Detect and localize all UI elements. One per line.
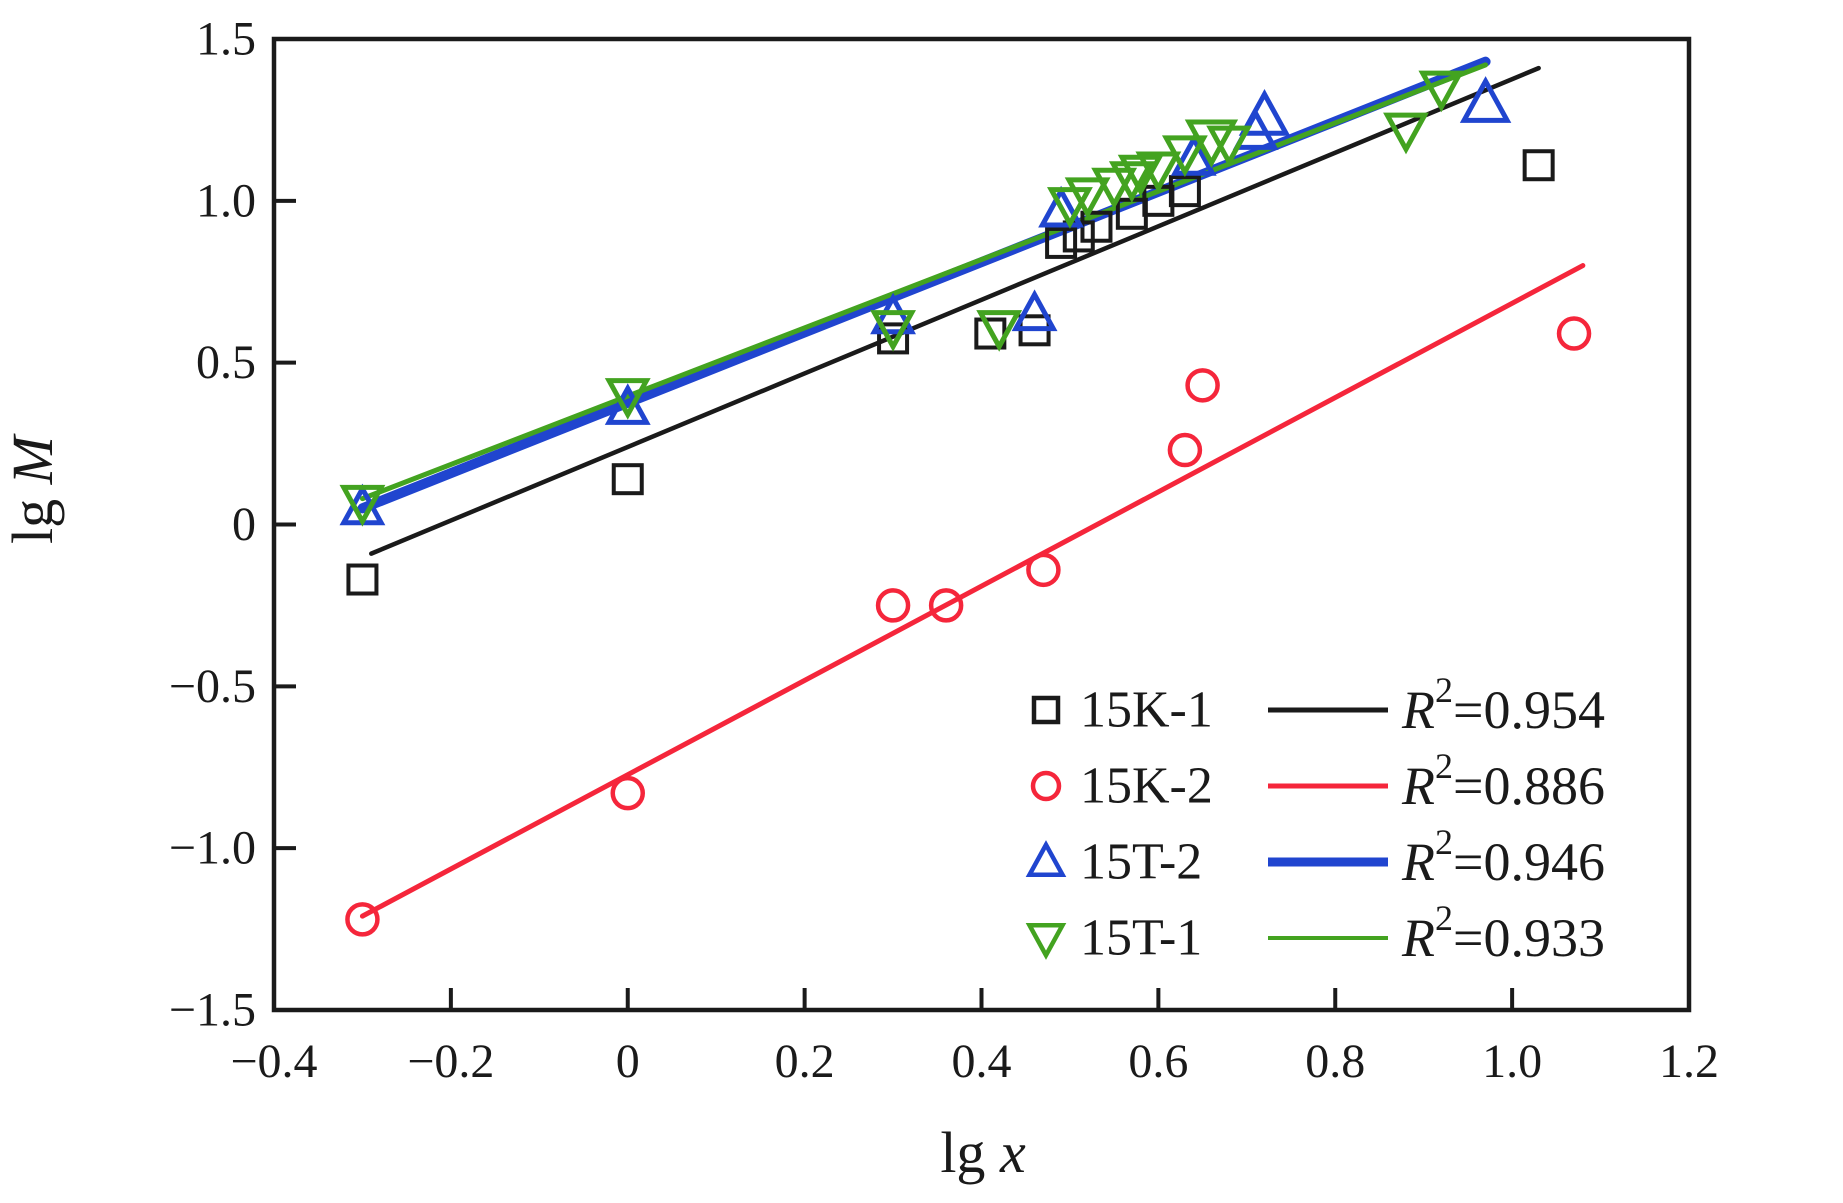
marker-15K-2 — [345, 902, 380, 937]
marker-15K-2 — [610, 775, 645, 811]
marker-15T-1 — [1108, 161, 1155, 203]
legend-label: 15T-2 — [1080, 834, 1202, 891]
marker-15T-1 — [1047, 187, 1093, 229]
y-tick-label: 0.5 — [196, 336, 256, 389]
y-tick-label: 1.0 — [196, 174, 256, 227]
fit-line-15K-1 — [369, 65, 1541, 556]
marker-15T-1 — [1064, 177, 1111, 220]
marker-15T-2 — [1011, 289, 1058, 332]
marker-15K-2 — [928, 588, 964, 623]
marker-15T-2 — [1038, 185, 1085, 228]
legend-marker-15K-1 — [1031, 695, 1061, 725]
marker-15T-1 — [1383, 112, 1429, 155]
legend-row-15T-1: 15T-1 R2=0.933 — [1025, 898, 1605, 968]
marker-15T-1 — [1161, 135, 1208, 178]
marker-15T-2 — [604, 383, 651, 425]
fit-line-15T-1 — [359, 62, 1489, 502]
marker-15K-1 — [1168, 175, 1201, 208]
legend-row-15T-2: 15T-2 R2=0.946 — [1025, 822, 1605, 892]
legend-marker-15T-1 — [1025, 923, 1067, 960]
fit-line-15K-2 — [359, 263, 1586, 919]
legend-label: 15K-2 — [1080, 758, 1213, 815]
marker-15T-1 — [1135, 151, 1182, 194]
legend-label: 15K-1 — [1080, 682, 1213, 739]
legend-label: 15T-1 — [1080, 910, 1202, 967]
x-tick-label: 0.8 — [1305, 1035, 1365, 1088]
legend-row-15K-2: 15K-2 R2=0.886 — [1030, 746, 1605, 816]
marker-15K-1 — [346, 563, 379, 596]
marker-15K-2 — [1556, 316, 1592, 351]
x-tick-label: 1.0 — [1482, 1035, 1542, 1088]
x-tick-label: 0 — [616, 1035, 640, 1088]
marker-15T-1 — [1206, 125, 1253, 168]
marker-15K-1 — [1045, 226, 1078, 259]
y-tick-label: −1.5 — [169, 984, 256, 1037]
marker-15T-1 — [1184, 119, 1239, 168]
marker-15K-2 — [1026, 552, 1061, 588]
legend-r2: R2=0.954 — [1401, 670, 1605, 740]
marker-15K-2 — [875, 588, 911, 623]
marker-15T-2 — [1170, 134, 1217, 176]
marker-15T-1 — [604, 378, 651, 420]
legend-row-15K-1: 15K-1 R2=0.954 — [1031, 670, 1605, 740]
x-tick-label: 1.2 — [1659, 1035, 1719, 1088]
x-tick-label: 0.2 — [775, 1035, 835, 1088]
y-tick-label: 0 — [232, 498, 256, 551]
marker-15T-1 — [339, 484, 386, 527]
legend-marker-15K-2 — [1030, 770, 1062, 802]
marker-15K-1 — [877, 322, 910, 355]
marker-15K-1 — [611, 463, 644, 496]
x-tick-label: −0.2 — [407, 1035, 494, 1088]
legend-r2: R2=0.933 — [1401, 898, 1605, 968]
x-tick-label: 0.4 — [952, 1035, 1012, 1088]
y-tick-label: −0.5 — [169, 660, 256, 713]
y-tick-label: 1.5 — [196, 13, 256, 66]
x-axis-title: lg x — [940, 1120, 1026, 1185]
legend-r2: R2=0.886 — [1401, 746, 1605, 816]
marker-15T-1 — [1418, 70, 1465, 113]
marker-15T-1 — [976, 310, 1023, 352]
x-tick-label: 0.6 — [1128, 1035, 1188, 1088]
marker-15K-2 — [1185, 368, 1220, 403]
y-axis-title: lg M — [0, 433, 65, 544]
marker-15T-1 — [870, 310, 916, 352]
legend-marker-15T-2 — [1025, 840, 1067, 877]
legend-r2: R2=0.946 — [1401, 822, 1605, 892]
x-tick-label: −0.4 — [230, 1035, 317, 1088]
marker-15K-2 — [1167, 432, 1203, 468]
y-tick-label: −1.0 — [169, 822, 256, 875]
marker-15T-2 — [1238, 89, 1291, 136]
marker-15T-2 — [1459, 76, 1512, 123]
marker-15K-1 — [1522, 149, 1555, 182]
